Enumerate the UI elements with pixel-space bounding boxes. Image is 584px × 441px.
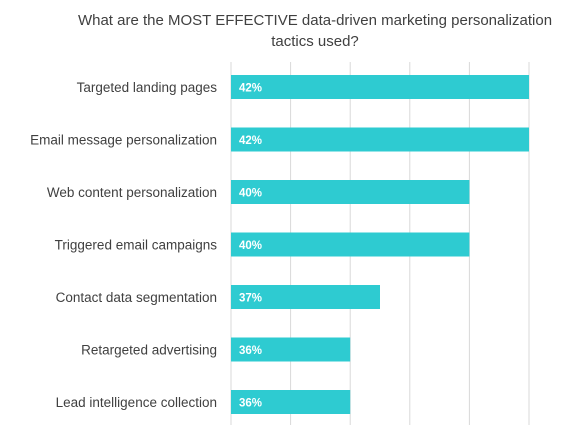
bar bbox=[231, 232, 470, 257]
value-label: 42% bbox=[239, 135, 262, 147]
bar bbox=[231, 127, 529, 152]
bars bbox=[231, 75, 529, 414]
category-label: Web content personalization bbox=[47, 185, 217, 200]
category-label: Retargeted advertising bbox=[81, 343, 217, 358]
bar bbox=[231, 337, 351, 362]
category-label: Lead intelligence collection bbox=[56, 395, 217, 410]
bar bbox=[231, 390, 351, 414]
value-label: 36% bbox=[239, 398, 262, 410]
value-label: 37% bbox=[239, 293, 262, 305]
category-label: Email message personalization bbox=[30, 133, 217, 148]
value-label: 40% bbox=[239, 188, 262, 200]
value-label: 40% bbox=[239, 240, 262, 252]
chart-title: What are the MOST EFFECTIVE data-driven … bbox=[77, 12, 553, 50]
category-label: Contact data segmentation bbox=[56, 290, 217, 305]
bar bbox=[231, 75, 529, 99]
bar bbox=[231, 285, 380, 309]
category-label: Triggered email campaigns bbox=[55, 238, 218, 253]
value-labels: 42% 42% 40% 40% 37% 36% 36% bbox=[239, 83, 262, 410]
value-label: 42% bbox=[239, 83, 262, 95]
bar bbox=[231, 180, 470, 204]
value-label: 36% bbox=[239, 345, 262, 357]
category-labels: Targeted landing pages Email message pers… bbox=[30, 80, 217, 410]
category-label: Targeted landing pages bbox=[77, 80, 218, 95]
